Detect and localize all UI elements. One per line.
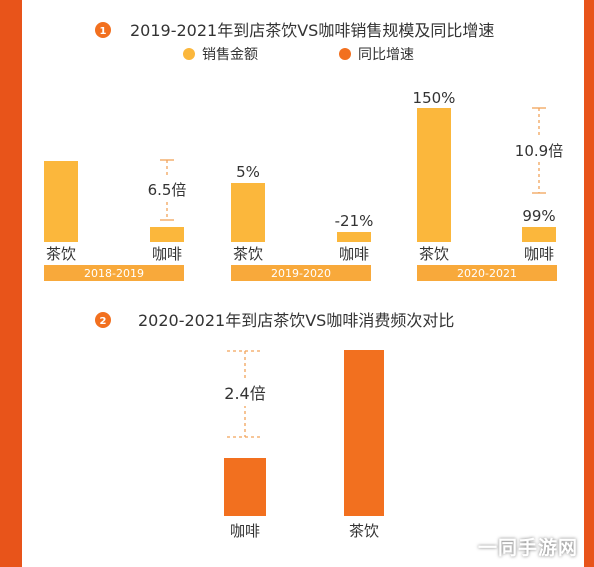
watermark: 一同手游网 [478, 537, 579, 559]
category-label-frequency-coffee: 咖啡 [230, 522, 260, 540]
section-1-title: 2019-2021年到店茶饮VS咖啡销售规模及同比增速 [130, 21, 494, 40]
legend-sales-label: 销售金额 [202, 47, 258, 63]
period-band-2020-2021 [417, 265, 557, 281]
annotation-2020-2021: 10.9倍 [515, 142, 563, 160]
annotation-bg-2020-2021 [508, 138, 570, 162]
data-label-2019-2020-coffee: -21% [335, 212, 374, 230]
bar-2019-2020-coffee [337, 232, 371, 242]
bar-frequency-coffee [224, 458, 266, 516]
legend-sales-swatch [183, 48, 195, 60]
data-label-2019-2020-tea: 5% [236, 163, 260, 181]
bar-2019-2020-tea [231, 183, 265, 242]
category-label-2018-2019-tea: 茶饮 [46, 245, 76, 263]
annotation-bg-2018-2019 [140, 176, 194, 200]
chart-frame [22, 0, 584, 567]
section-2-title: 2020-2021年到店茶饮VS咖啡消费频次对比 [138, 311, 454, 330]
period-label-2019-2020: 2019-2020 [271, 267, 331, 280]
bar-frequency-tea [344, 350, 384, 516]
bar-2018-2019-coffee [150, 227, 184, 242]
bar-2020-2021-tea [417, 108, 451, 242]
annotation-2018-2019: 6.5倍 [148, 181, 187, 199]
section-2-badge [95, 312, 111, 328]
category-label-frequency-tea: 茶饮 [349, 522, 379, 540]
bar-2020-2021-coffee [522, 227, 556, 242]
annotation-bg-frequency [218, 380, 274, 406]
legend-growth-label: 同比增速 [358, 47, 414, 63]
category-label-2020-2021-coffee: 咖啡 [524, 245, 554, 263]
category-label-2019-2020-tea: 茶饮 [233, 245, 263, 263]
annotation-frequency: 2.4倍 [224, 384, 265, 403]
period-label-2020-2021: 2020-2021 [457, 267, 517, 280]
category-label-2019-2020-coffee: 咖啡 [339, 245, 369, 263]
period-label-2018-2019: 2018-2019 [84, 267, 144, 280]
period-band-2018-2019 [44, 265, 184, 281]
period-band-2019-2020 [231, 265, 371, 281]
category-label-2020-2021-tea: 茶饮 [419, 245, 449, 263]
category-label-2018-2019-coffee: 咖啡 [152, 245, 182, 263]
data-label-2020-2021-coffee: 99% [522, 207, 555, 225]
section-2-badge-number: 2 [100, 316, 107, 327]
bar-2018-2019-tea [44, 161, 78, 242]
data-label-2020-2021-tea: 150% [413, 89, 456, 107]
section-1-badge [95, 22, 111, 38]
legend-growth-swatch [339, 48, 351, 60]
section-1-badge-number: 1 [100, 26, 107, 37]
